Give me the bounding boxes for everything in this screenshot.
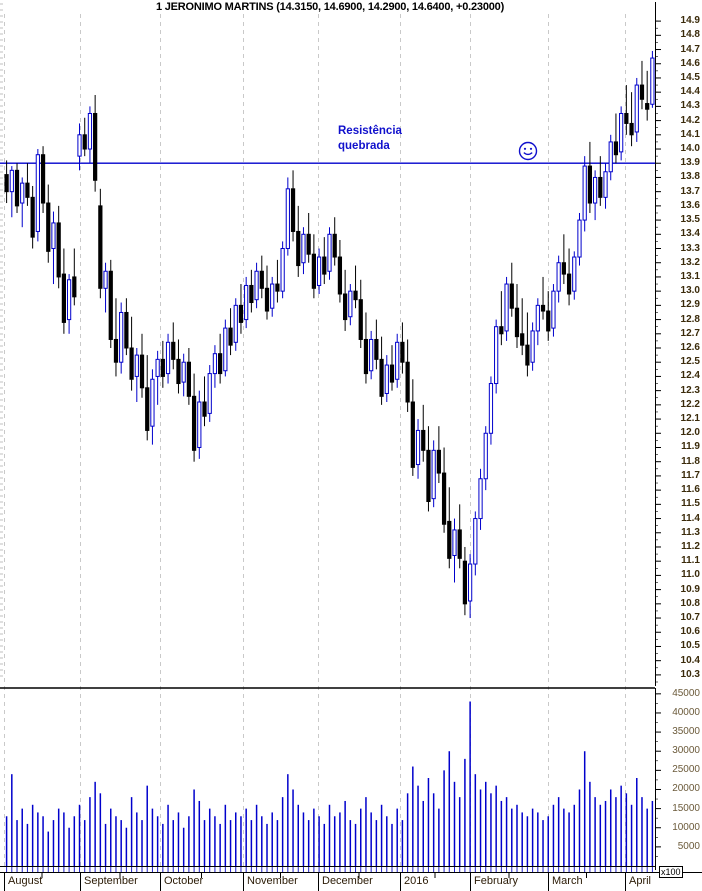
price-tick-label: 12.4 [680,370,700,382]
month-label: October [164,875,204,887]
price-tick-label: 12.6 [680,342,700,353]
price-tick-label: 12.8 [680,313,700,325]
volume-tick-label: 15000 [672,802,700,814]
volume-tick-label: 35000 [672,726,700,738]
price-tick-label: 10.9 [680,583,700,595]
month-label: 2016 [404,875,429,887]
price-tick-label: 13.3 [680,242,700,254]
price-tick-label: 11.0 [681,569,700,581]
price-tick-label: 10.5 [680,640,700,652]
price-tick-label: 12.7 [680,327,700,339]
price-tick-label: 11.8 [681,455,700,467]
price-tick-label: 12.3 [680,384,700,396]
month-label: September [84,875,138,887]
price-tick-label: 13.2 [680,256,700,268]
volume-tick-label: 45000 [672,687,700,699]
price-tick-label: 14.4 [680,86,700,98]
month-label: December [322,875,373,887]
price-tick-label: 14.5 [680,71,700,83]
month-label: April [629,875,652,887]
price-tick-label: 11.7 [681,469,700,481]
price-tick-label: 14.0 [680,143,700,155]
price-tick-label: 14.1 [680,128,700,140]
price-tick-label: 13.8 [680,171,700,183]
price-tick-label: 13.6 [680,199,700,211]
price-tick-label: 12.1 [680,413,700,425]
volume-tick-label: 20000 [672,783,700,795]
price-tick-label: 11.2 [681,540,700,552]
price-tick-label: 13.7 [680,185,700,197]
price-tick-label: 12.9 [680,299,700,311]
price-tick-label: 14.2 [680,114,700,126]
volume-tick-label: 5000 [677,840,700,852]
price-tick-label: 12.0 [680,427,700,439]
price-tick-label: 10.4 [680,654,700,666]
price-tick-label: 13.5 [680,214,700,226]
price-tick-label: 14.8 [680,29,700,41]
price-tick-label: 11.9 [681,441,700,453]
page-title: 1 JERONIMO MARTINS (14.3150, 14.6900, 14… [155,1,505,13]
month-label: August [8,875,43,887]
price-tick-label: 14.6 [680,57,700,69]
price-tick-label: 11.5 [681,498,700,510]
smiley-face-icon [518,141,538,161]
month-label: November [247,875,298,887]
volume-tick-label: 40000 [672,706,700,718]
price-tick-label: 10.7 [680,612,700,624]
price-tick-label: 14.7 [680,43,700,55]
price-tick-label: 13.0 [680,285,700,297]
price-tick-label: 14.3 [680,100,700,112]
volume-multiplier-label: x100 [659,866,683,878]
price-tick-label: 11.3 [681,526,700,538]
price-tick-label: 12.2 [680,398,700,410]
volume-tick-label: 10000 [672,821,700,833]
month-label: March [552,875,583,887]
volume-tick-label: 25000 [672,764,700,776]
price-tick-label: 10.8 [680,597,700,609]
price-tick-label: 14.9 [680,15,700,27]
volume-tick-label: 30000 [672,745,700,757]
price-tick-label: 10.6 [680,626,700,638]
price-tick-label: 11.6 [681,484,700,496]
price-tick-label: 12.5 [680,356,700,368]
price-tick-label: 11.1 [681,555,700,567]
price-tick-label: 13.9 [680,157,700,169]
resistance-annotation: Resistência quebrada [338,125,402,152]
month-label: February [474,875,519,887]
price-tick-label: 10.3 [680,668,700,680]
price-tick-label: 13.1 [680,270,700,282]
price-tick-label: 13.4 [680,228,700,240]
price-tick-label: 11.4 [681,512,700,524]
